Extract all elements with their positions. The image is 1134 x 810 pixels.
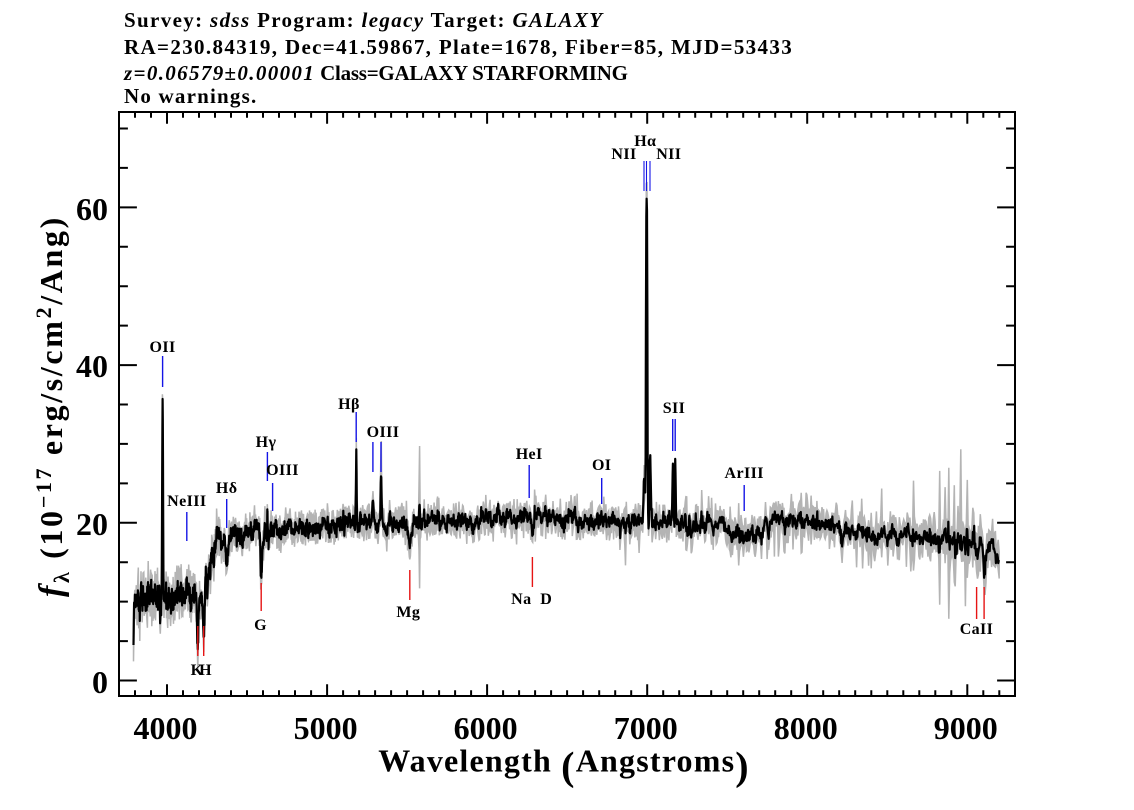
svg-text:4000: 4000 [134, 710, 198, 746]
svg-text:8000: 8000 [774, 710, 838, 746]
svg-text:ArIII: ArIII [725, 465, 764, 482]
svg-text:Mg: Mg [396, 604, 420, 621]
svg-text:20: 20 [76, 506, 108, 542]
svg-text:0: 0 [92, 664, 108, 700]
svg-text:6000: 6000 [454, 710, 518, 746]
svg-text:Hα: Hα [634, 133, 656, 150]
svg-text:60: 60 [76, 191, 108, 227]
svg-text:40: 40 [76, 348, 108, 384]
svg-text:OIII: OIII [367, 424, 400, 441]
svg-text:SII: SII [663, 400, 686, 417]
svg-text:fλ (10−17 erg/s/cm2/Ang): fλ (10−17 erg/s/cm2/Ang) [31, 215, 74, 597]
svg-text:Na D: Na D [511, 591, 552, 608]
svg-text:K: K [191, 662, 204, 679]
svg-text:Hγ: Hγ [256, 434, 277, 451]
svg-text:5000: 5000 [294, 710, 358, 746]
svg-text:OII: OII [150, 339, 176, 356]
svg-text:9000: 9000 [934, 710, 998, 746]
svg-text:OI: OI [592, 457, 611, 474]
svg-text:OIII: OIII [266, 462, 299, 479]
svg-text:G: G [254, 617, 267, 634]
svg-text:H: H [199, 662, 212, 679]
svg-text:NII: NII [656, 146, 681, 163]
svg-text:Hβ: Hβ [338, 396, 360, 413]
svg-text:Wavelength (Angstroms): Wavelength (Angstroms) [378, 743, 750, 789]
svg-text:NeIII: NeIII [167, 493, 206, 510]
svg-text:Hδ: Hδ [216, 480, 238, 497]
svg-text:HeI: HeI [516, 446, 543, 463]
svg-text:CaII: CaII [960, 621, 994, 638]
svg-text:7000: 7000 [614, 710, 678, 746]
svg-text:NII: NII [611, 146, 636, 163]
